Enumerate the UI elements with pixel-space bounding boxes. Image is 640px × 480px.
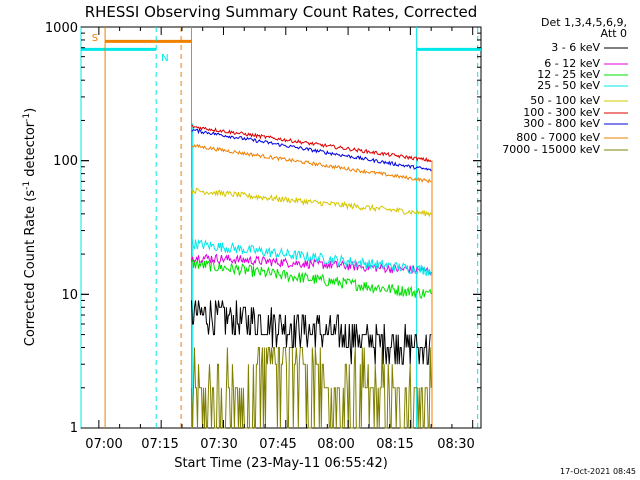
legend: 3 - 6 keV 6 - 12 keV 12 - 25 keV 25 - 50… <box>502 41 600 156</box>
y-tick-label-1: 1 <box>70 421 78 436</box>
x-tick-label-0830: 08:30 <box>437 437 474 452</box>
series-7000-15000keV <box>191 347 432 429</box>
legend-lines <box>604 47 628 151</box>
x-tick-label-0715: 07:15 <box>141 437 178 452</box>
y-tick-label-1000: 1000 <box>45 21 78 36</box>
x-tick-label-0745: 07:45 <box>259 437 296 452</box>
legend-attenuator: Att 0 <box>601 27 627 40</box>
x-tick-label-0815: 08:15 <box>376 437 413 452</box>
y-tick-label-10: 10 <box>61 288 78 303</box>
tick-layer <box>81 26 481 429</box>
series-layer <box>191 124 432 429</box>
legend-label-800-7000: 800 - 7000 keV <box>516 131 600 144</box>
legend-label-300-800: 300 - 800 keV <box>523 117 600 130</box>
series-100-300keV <box>191 124 432 163</box>
chart-title: RHESSI Observing Summary Count Rates, Co… <box>85 3 478 21</box>
legend-label-25-50: 25 - 50 keV <box>537 79 600 92</box>
legend-label-7000-15000: 7000 - 15000 keV <box>502 143 600 156</box>
generation-timestamp: 17-Oct-2021 08:45 <box>560 467 636 476</box>
legend-label-100-300: 100 - 300 keV <box>523 106 600 119</box>
x-tick-label-0730: 07:30 <box>200 437 237 452</box>
series-12-25keV <box>191 257 432 300</box>
x-axis-title: Start Time (23-May-11 06:55:42) <box>174 456 388 471</box>
y-axis-title: Corrected Count Rate (s-1 detector-1) <box>22 108 38 346</box>
series-50-100keV <box>191 187 432 218</box>
legend-label-3-6: 3 - 6 keV <box>551 41 600 54</box>
series-25-50keV <box>191 238 432 277</box>
x-tick-label-0800: 08:00 <box>317 437 354 452</box>
saa-label: S <box>92 33 98 44</box>
legend-detectors: Det 1,3,4,5,6,9, <box>541 16 627 29</box>
legend-label-50-100: 50 - 100 keV <box>530 94 600 107</box>
legend-label-6-12: 6 - 12 keV <box>544 57 600 70</box>
night-label: N <box>161 53 168 64</box>
series-300-800keV <box>191 128 432 172</box>
y-tick-label-100: 100 <box>53 154 78 169</box>
annotation-layer: SN <box>80 27 481 428</box>
x-tick-label-0700: 07:00 <box>85 437 122 452</box>
series-800-7000keV <box>191 143 432 184</box>
legend-label-12-25: 12 - 25 keV <box>537 68 600 81</box>
series-3-6keV <box>191 300 432 365</box>
